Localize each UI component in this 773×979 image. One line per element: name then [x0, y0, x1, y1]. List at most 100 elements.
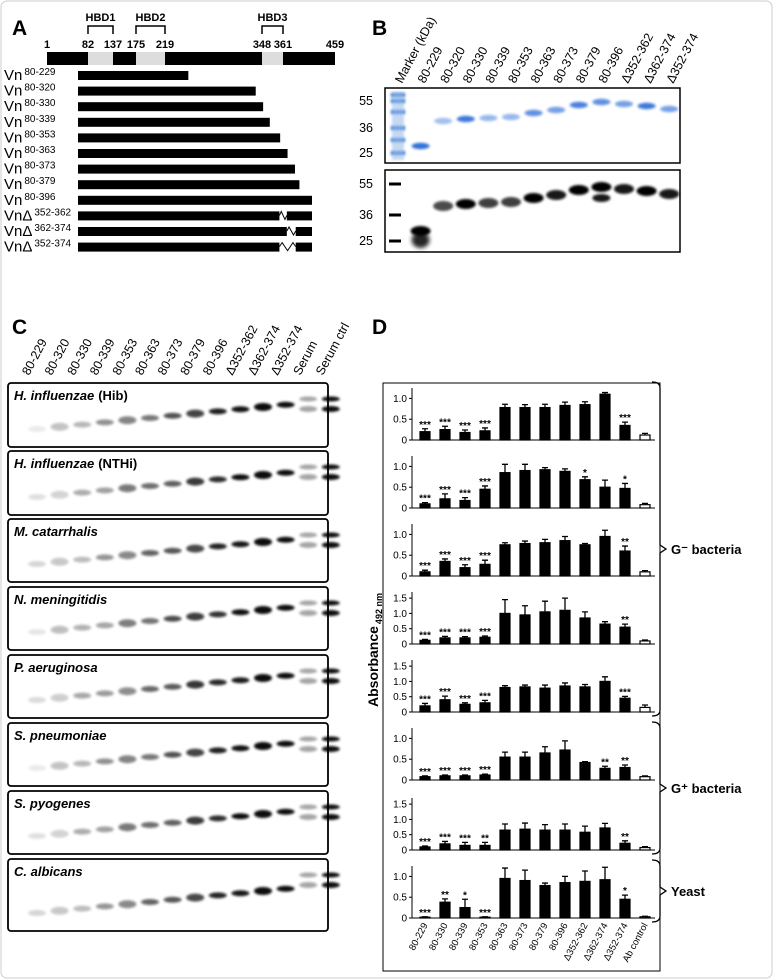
significance: ***: [419, 908, 431, 919]
bar: [619, 842, 631, 851]
error-bar: [422, 638, 428, 641]
bar: [439, 901, 451, 919]
significance: **: [621, 832, 629, 843]
construct-label: VnΔ 352-374: [4, 239, 72, 256]
error-bar: [462, 564, 468, 568]
construct-name: Vn: [4, 67, 22, 84]
error-bar: [502, 685, 508, 688]
construct-range: 80-330: [24, 98, 56, 109]
blot-band: [299, 464, 318, 470]
bar: [579, 479, 591, 509]
significance: ***: [479, 419, 491, 430]
blot-band: [50, 422, 69, 431]
error-bar: [562, 401, 568, 406]
blot-band: [299, 396, 318, 402]
scale-tick-label: 459: [326, 39, 344, 51]
bar: [459, 499, 471, 509]
blot-band: [321, 814, 340, 820]
bar: [559, 540, 571, 577]
blot-band: [254, 810, 272, 818]
construct-name: Vn: [4, 129, 22, 146]
blot-title: H. influenzae (Hib): [14, 388, 128, 403]
gel-band: [434, 117, 453, 125]
blot-band: [163, 683, 182, 690]
significance: ***: [439, 417, 451, 428]
blot-band: [208, 892, 227, 899]
construct-label: Vn 80-379: [4, 176, 56, 193]
bar: [579, 761, 591, 781]
blot-band: [299, 406, 318, 412]
blot-band: [208, 543, 227, 550]
y-tick-label: 0: [401, 914, 407, 925]
blot-title: M. catarrhalis: [14, 524, 98, 539]
error-bar: [442, 840, 448, 844]
bar: [419, 571, 431, 577]
bar: [499, 686, 511, 713]
gel-band: [637, 102, 656, 110]
deletion-gap: [279, 241, 296, 253]
gel-frame: [384, 87, 681, 164]
error-bar: [482, 635, 488, 638]
bar: [519, 614, 531, 645]
bar: [639, 640, 651, 645]
y-tick-label: 0.5: [393, 830, 407, 841]
blot-band: [163, 896, 182, 903]
significance: ***: [479, 477, 491, 488]
bar: [539, 752, 551, 781]
blot-band: [141, 686, 159, 692]
bar: [599, 486, 611, 509]
blot-band: [455, 199, 476, 209]
bar: [439, 699, 451, 713]
significance: ***: [419, 837, 431, 848]
bar: [519, 756, 531, 781]
blot-band: [276, 672, 295, 679]
error-bar: [622, 840, 628, 844]
blot-band: [254, 606, 272, 614]
blot-band: [254, 742, 272, 750]
blot-band: [141, 415, 159, 421]
blot-band: [50, 829, 69, 838]
blot-band: [321, 872, 340, 878]
bar: [459, 431, 471, 441]
blot-band: [28, 910, 46, 916]
mw-label: 55: [359, 94, 373, 108]
bar: [459, 637, 471, 645]
error-bar: [602, 765, 608, 769]
error-bar: [462, 702, 468, 705]
blot-band: [95, 622, 114, 629]
bar: [599, 767, 611, 781]
blot-band: [50, 625, 69, 634]
error-bar: [562, 740, 568, 751]
blot-band: [73, 624, 92, 631]
error-bar: [622, 695, 628, 699]
construct-name: VnΔ: [4, 223, 32, 240]
bar: [579, 544, 591, 577]
construct-range: 362-374: [34, 223, 71, 234]
bar: [419, 705, 431, 713]
error-bar: [502, 867, 508, 879]
blot-band: [186, 748, 205, 757]
construct-bar: [78, 227, 312, 236]
error-bar: [542, 684, 548, 689]
gel-band: [524, 109, 543, 117]
error-bar: [562, 535, 568, 541]
group-label: G⁻ bacteria: [671, 542, 742, 557]
construct-name: Vn: [4, 161, 22, 178]
blot-band: [118, 687, 137, 696]
blot-band: [231, 541, 250, 548]
error-bar: [602, 676, 608, 682]
error-bar: [462, 429, 468, 433]
construct-range: 352-374: [34, 239, 71, 250]
bar: [499, 406, 511, 441]
y-tick-label: 0: [401, 572, 407, 583]
error-bar: [422, 845, 428, 847]
construct-range: 352-362: [34, 207, 71, 218]
error-bar: [422, 569, 428, 572]
blot-band: [276, 604, 295, 611]
group-bracket: [651, 381, 668, 717]
blot-band: [208, 815, 227, 822]
significance: ***: [419, 561, 431, 572]
error-bar: [602, 866, 608, 880]
bar: [639, 846, 651, 851]
blot-band: [28, 697, 46, 703]
